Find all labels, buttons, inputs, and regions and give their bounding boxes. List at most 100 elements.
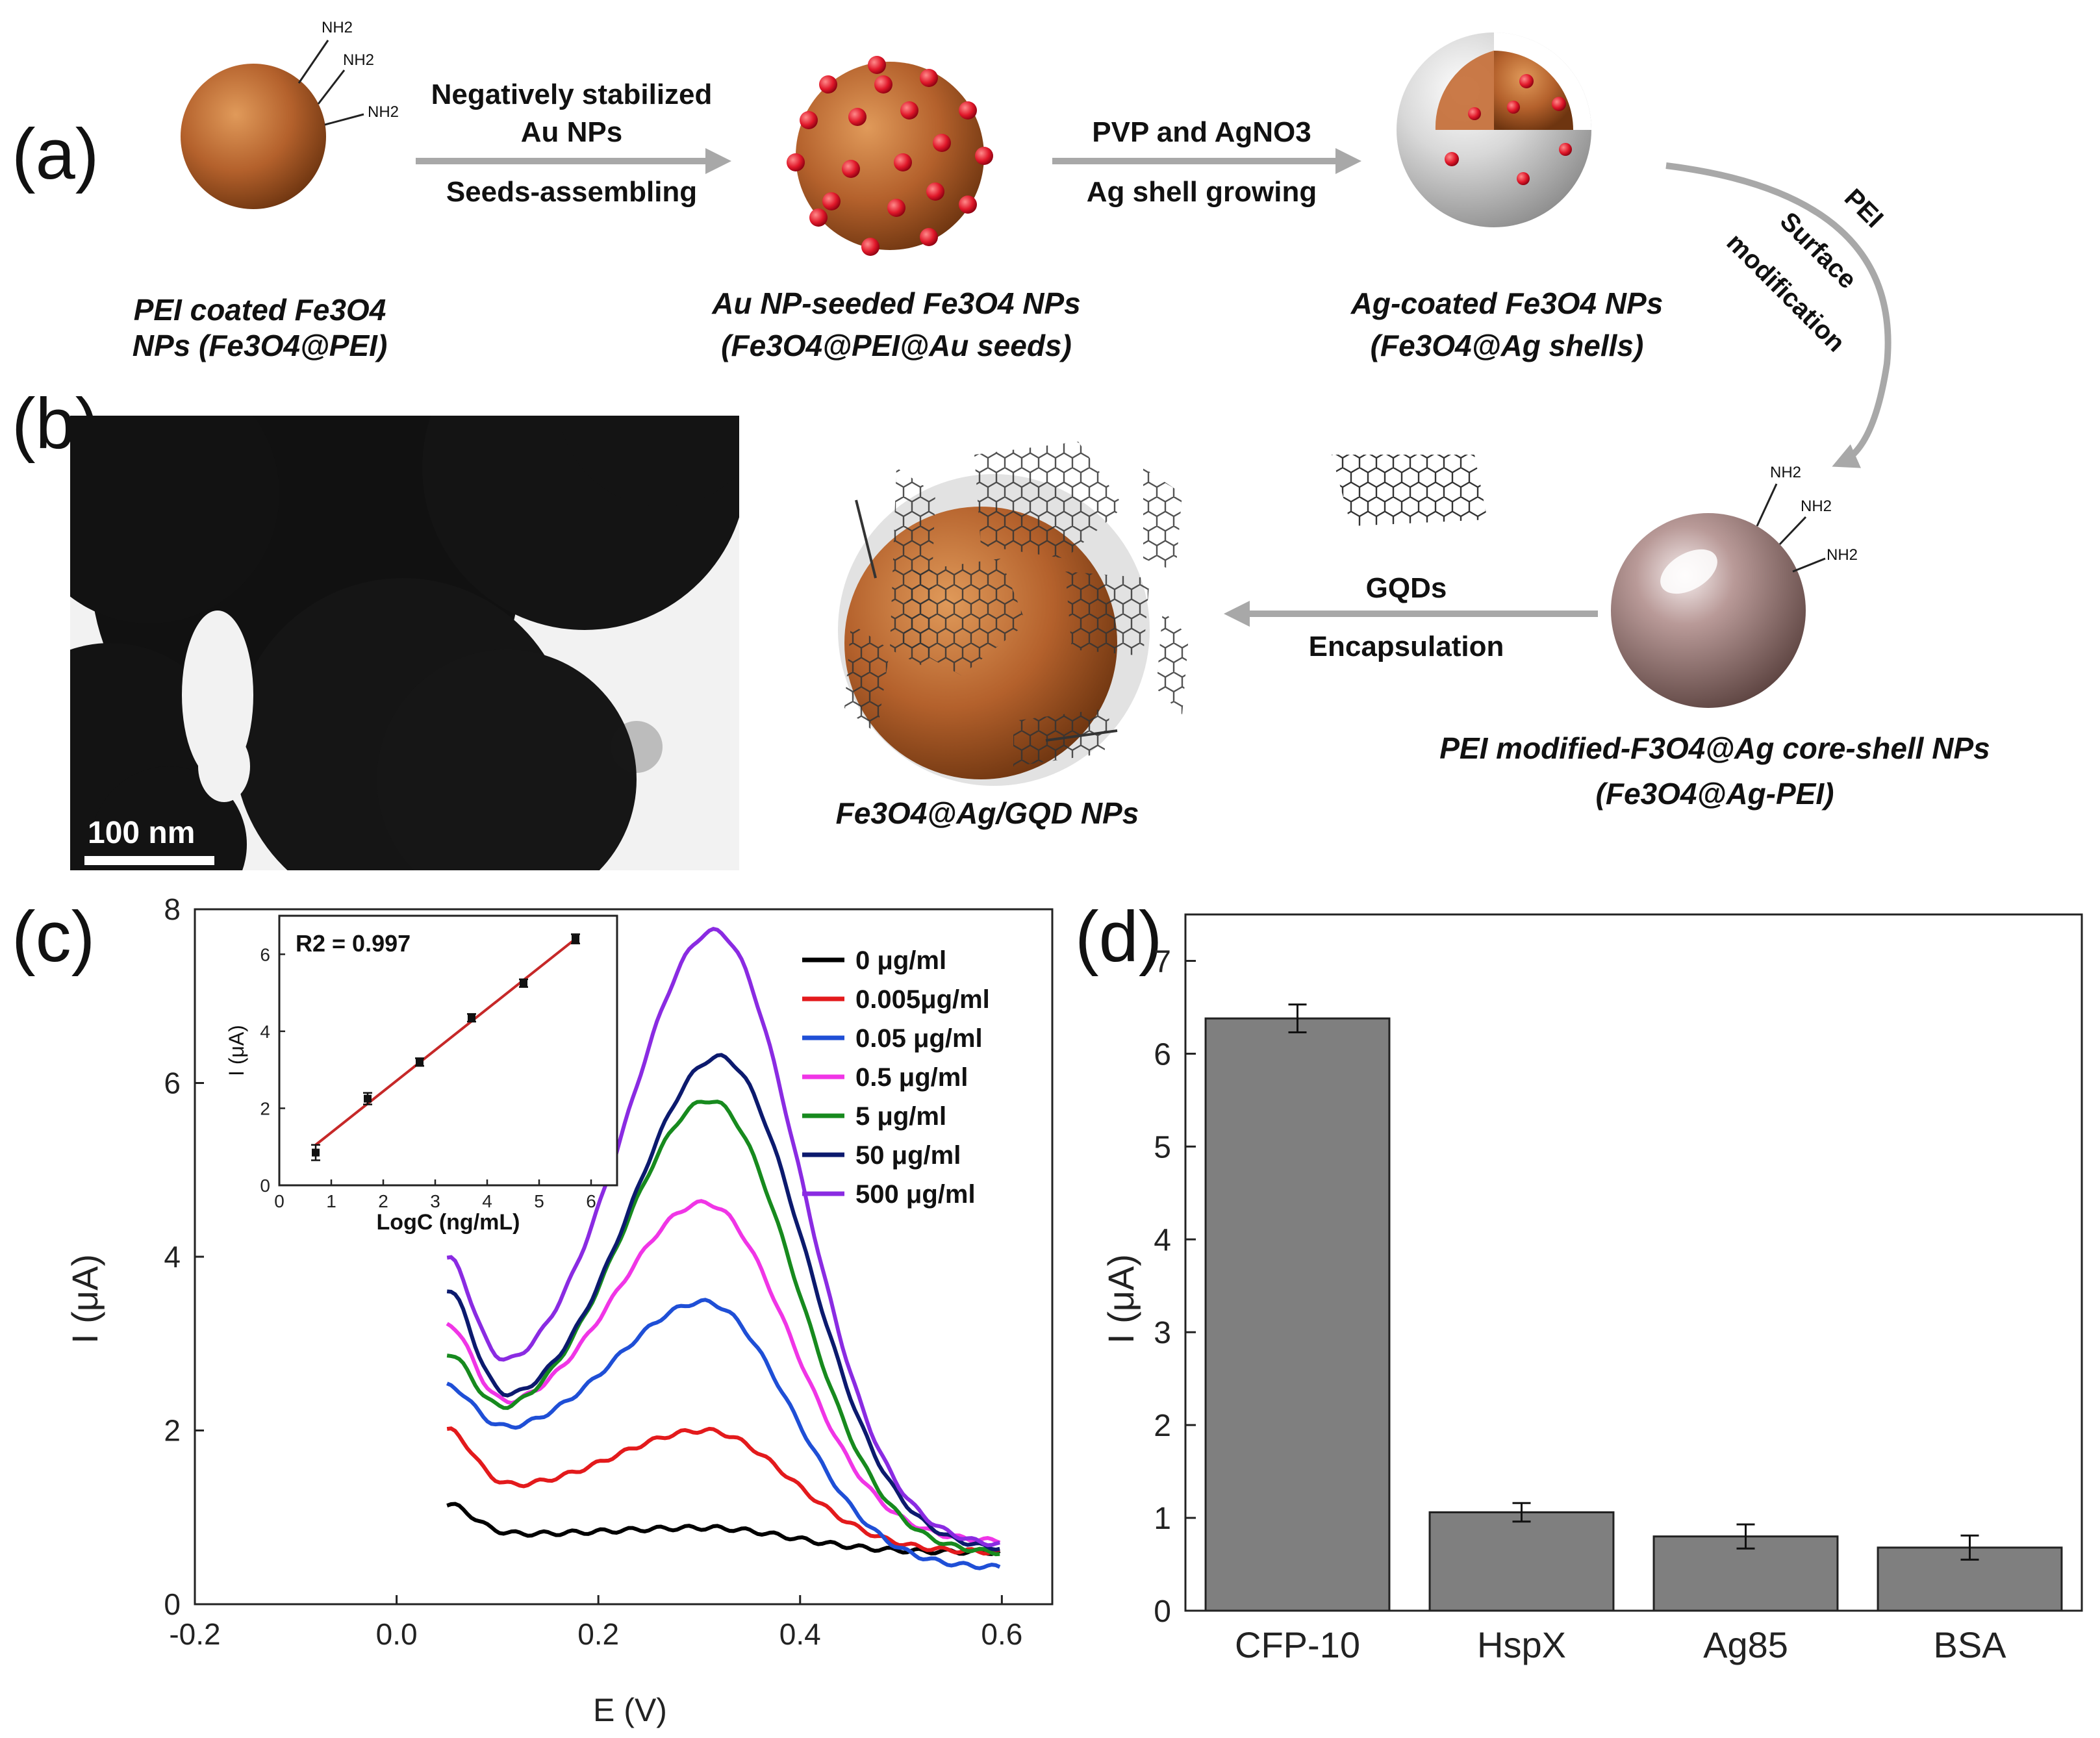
category-label: BSA bbox=[1933, 1624, 2006, 1665]
category-label: CFP-10 bbox=[1235, 1624, 1360, 1665]
arrow4-label: Encapsulation bbox=[1309, 631, 1504, 662]
panel-a: (a) NH2 NH2 NH2 PEI coated Fe3O4 NPs (Fe… bbox=[12, 19, 1891, 468]
step4-caption: (Fe3O4@Ag-PEI) bbox=[1596, 777, 1834, 811]
inset-x-tick-label: 5 bbox=[534, 1191, 544, 1211]
bar bbox=[1204, 1017, 1391, 1612]
cv-curves bbox=[446, 927, 1001, 1570]
y-tick-label: 0 bbox=[1154, 1594, 1171, 1629]
inset-y-tick-label: 4 bbox=[260, 1022, 270, 1042]
y-tick-label: 3 bbox=[1154, 1316, 1171, 1350]
arrow-surface-modification bbox=[1665, 162, 1891, 468]
step1-caption: NPs (Fe3O4@PEI) bbox=[133, 329, 388, 362]
inset-data-point bbox=[468, 1014, 475, 1022]
au-seed bbox=[874, 75, 892, 94]
bars bbox=[1204, 1003, 2063, 1612]
step2-caption: (Fe3O4@PEI@Au seeds) bbox=[721, 329, 1072, 362]
panel-c-label: (c) bbox=[12, 897, 95, 977]
cv-series-line bbox=[446, 1100, 1000, 1557]
inset-x-tick-label: 4 bbox=[482, 1191, 492, 1211]
cv-series-line bbox=[446, 1426, 1000, 1556]
legend-label: 0.5 μg/ml bbox=[855, 1063, 968, 1092]
gqd-particle bbox=[838, 442, 1189, 786]
au-seed bbox=[861, 238, 879, 256]
nh2-label: NH2 bbox=[1827, 546, 1858, 564]
x-tick-label: -0.2 bbox=[169, 1617, 220, 1651]
bar bbox=[1652, 1535, 1839, 1612]
inset-y-tick-label: 6 bbox=[260, 944, 270, 964]
cv-series-line bbox=[446, 1053, 1000, 1552]
y-tick-label: 2 bbox=[164, 1414, 181, 1448]
arrow1-label: Seeds-assembling bbox=[446, 176, 697, 208]
pei-ag-particle: NH2 NH2 NH2 bbox=[1611, 464, 1858, 708]
arrow4-label: GQDs bbox=[1366, 572, 1447, 604]
au-seed bbox=[848, 108, 867, 126]
au-seed bbox=[920, 228, 938, 246]
cv-axes: -0.2 0.0 0.2 0.4 0.6 0 2 4 6 8 bbox=[164, 892, 1054, 1651]
arrow3-label: PEI bbox=[1839, 183, 1889, 233]
legend-label: 0 μg/ml bbox=[855, 946, 946, 975]
panel-a-label: (a) bbox=[12, 114, 99, 194]
au-seed bbox=[920, 69, 938, 87]
au-seed bbox=[894, 153, 912, 171]
legend-label: 50 μg/ml bbox=[855, 1141, 961, 1170]
y-tick-label: 1 bbox=[1154, 1502, 1171, 1536]
x-tick-label: 0.4 bbox=[779, 1617, 821, 1651]
panel-d: (d) 0 1 2 3 4 5 6 7 CFP-10 HspX Ag85 BSA I (μA) bbox=[1075, 897, 2083, 1665]
pei-fe3o4-particle: NH2 NH2 NH2 bbox=[181, 19, 399, 209]
step3-caption: (Fe3O4@Ag shells) bbox=[1371, 329, 1644, 362]
step4-caption: PEI modified-F3O4@Ag core-shell NPs bbox=[1439, 731, 1990, 765]
y-tick-label: 4 bbox=[1154, 1223, 1171, 1257]
y-tick-label: 2 bbox=[1154, 1409, 1171, 1443]
cv-x-axis-title: E (V) bbox=[593, 1692, 667, 1728]
au-seed bbox=[868, 56, 886, 74]
y-tick-label: 0 bbox=[164, 1587, 181, 1621]
inset-y-tick-label: 0 bbox=[260, 1176, 270, 1196]
inset-fit-line bbox=[314, 938, 577, 1146]
inset-frame bbox=[278, 914, 618, 1187]
inset-r2-annotation: R2 = 0.997 bbox=[296, 930, 411, 957]
x-tick-label: 0.6 bbox=[981, 1617, 1022, 1651]
au-seed bbox=[975, 147, 993, 165]
y-tick-label: 7 bbox=[1154, 944, 1171, 979]
cv-series-line bbox=[446, 927, 1000, 1548]
x-tick-label: 0.0 bbox=[376, 1617, 418, 1651]
inset-y-tick-label: 2 bbox=[260, 1098, 270, 1118]
tem-image: 100 nm bbox=[70, 416, 739, 870]
au-seed bbox=[900, 101, 918, 120]
au-seed bbox=[926, 183, 944, 201]
y-tick-label: 8 bbox=[164, 892, 181, 926]
au-seed bbox=[842, 160, 860, 178]
x-tick-label: 0.2 bbox=[577, 1617, 619, 1651]
scale-bar-label: 100 nm bbox=[88, 816, 195, 850]
step2-caption: Au NP-seeded Fe3O4 NPs bbox=[711, 286, 1081, 320]
inset-data-point bbox=[416, 1058, 424, 1066]
step1-caption: PEI coated Fe3O4 bbox=[134, 293, 386, 327]
inset-x-axis-title: LogC (ng/mL) bbox=[377, 1210, 520, 1235]
bar-plot-frame bbox=[1184, 913, 2083, 1612]
legend-label: 0.005μg/ml bbox=[855, 985, 990, 1014]
legend-label: 0.05 μg/ml bbox=[855, 1024, 983, 1053]
au-seed bbox=[809, 208, 828, 227]
au-seed bbox=[819, 75, 837, 94]
arrow1-label: Negatively stabilized bbox=[431, 79, 713, 110]
au-seed bbox=[800, 111, 818, 129]
y-tick-label: 5 bbox=[1154, 1130, 1171, 1165]
arrow2-label: Ag shell growing bbox=[1087, 176, 1317, 208]
inset-y-axis-title: I (μA) bbox=[225, 1025, 248, 1076]
cv-legend: 0 μg/ml 0.005μg/ml 0.05 μg/ml 0.5 μg/ml 5 μg… bbox=[802, 946, 990, 1209]
cv-y-axis-title: I (μA) bbox=[64, 1254, 105, 1344]
au-seed bbox=[959, 101, 977, 120]
cv-series-line bbox=[446, 1298, 1001, 1570]
category-label: HspX bbox=[1477, 1624, 1566, 1665]
nh2-label: NH2 bbox=[1770, 464, 1801, 481]
inset-data-point bbox=[364, 1094, 372, 1103]
cv-series-line bbox=[446, 1199, 1001, 1545]
arrow1-label: Au NPs bbox=[521, 116, 622, 148]
panel-c: (c) -0.2 0.0 0.2 0.4 0.6 0 2 4 6 8 0 μg/ml 0.005μg… bbox=[12, 892, 1054, 1728]
inset-x-tick-label: 0 bbox=[274, 1191, 285, 1211]
panel-d-label: (d) bbox=[1075, 897, 1162, 977]
nh2-label: NH2 bbox=[343, 51, 374, 69]
y-tick-label: 6 bbox=[164, 1066, 181, 1100]
inset-data-point bbox=[312, 1148, 320, 1157]
